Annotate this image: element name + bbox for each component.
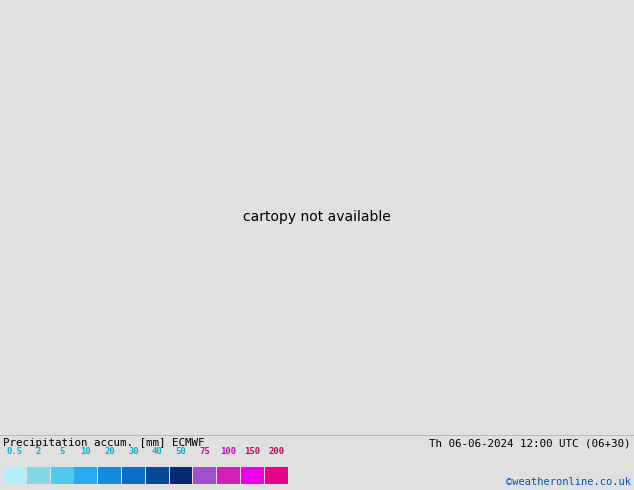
Bar — [122, 467, 145, 484]
Text: 20: 20 — [105, 447, 115, 456]
Bar — [27, 467, 49, 484]
Bar — [170, 467, 192, 484]
Text: 100: 100 — [221, 447, 236, 456]
Text: 200: 200 — [268, 447, 284, 456]
Bar — [217, 467, 240, 484]
Bar — [241, 467, 264, 484]
Bar — [3, 467, 26, 484]
Text: 2: 2 — [36, 447, 41, 456]
Bar — [74, 467, 97, 484]
Bar — [265, 467, 288, 484]
Text: 150: 150 — [244, 447, 261, 456]
Text: Precipitation accum. [mm] ECMWF: Precipitation accum. [mm] ECMWF — [3, 438, 205, 448]
Text: 40: 40 — [152, 447, 162, 456]
Bar — [193, 467, 216, 484]
Text: 0.5: 0.5 — [6, 447, 23, 456]
Text: Th 06-06-2024 12:00 UTC (06+30): Th 06-06-2024 12:00 UTC (06+30) — [429, 438, 631, 448]
Text: 50: 50 — [176, 447, 186, 456]
Text: ©weatheronline.co.uk: ©weatheronline.co.uk — [506, 477, 631, 487]
Text: 10: 10 — [81, 447, 91, 456]
Text: 75: 75 — [200, 447, 210, 456]
Bar — [51, 467, 74, 484]
Text: 5: 5 — [60, 447, 65, 456]
Text: 30: 30 — [128, 447, 139, 456]
Text: cartopy not available: cartopy not available — [243, 210, 391, 224]
Bar — [98, 467, 121, 484]
Bar — [146, 467, 169, 484]
